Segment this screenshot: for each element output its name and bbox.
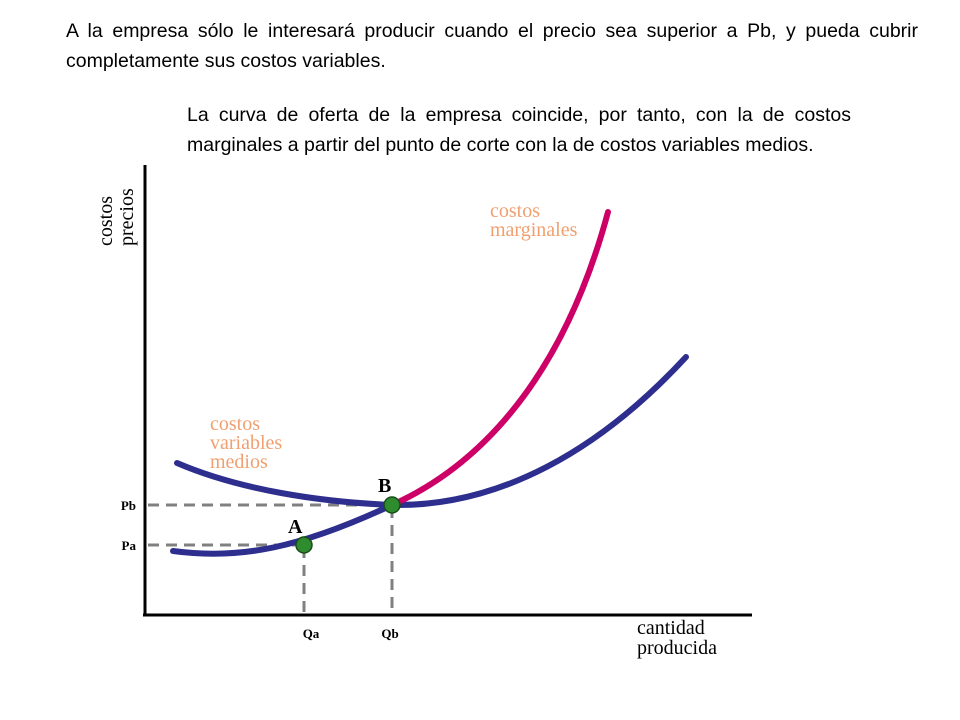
point-a-marker xyxy=(295,536,313,554)
qb-tick-label: Qb xyxy=(381,626,398,641)
qa-tick-label: Qa xyxy=(303,626,320,641)
avc-label-line3: medios xyxy=(210,451,268,473)
avc-label-line1: costos xyxy=(210,413,260,435)
y-axis-label-line1: costos xyxy=(95,196,117,246)
point-b-label: B xyxy=(378,475,391,497)
marginal-cost-label-line2: marginales xyxy=(490,219,578,241)
point-a-label: A xyxy=(288,516,303,538)
x-axis-label-line2: producida xyxy=(637,637,717,659)
avc-label-line2: variables xyxy=(210,432,282,454)
pa-tick-label: Pa xyxy=(122,538,137,553)
marginal-cost-upper-curve xyxy=(389,209,611,508)
average-variable-cost-curve xyxy=(174,354,689,509)
supply-curve-paragraph: La curva de oferta de la empresa coincid… xyxy=(187,104,851,156)
point-b-marker xyxy=(383,496,401,514)
x-axis-label-line1: cantidad xyxy=(637,617,705,639)
marginal-cost-label-line1: costos xyxy=(490,200,540,222)
intro-paragraph: A la empresa sólo le interesará producir… xyxy=(66,20,918,72)
pb-tick-label: Pb xyxy=(121,498,136,513)
y-axis-label-line2: precios xyxy=(116,188,138,246)
marginal-cost-lower-curve xyxy=(170,502,395,557)
